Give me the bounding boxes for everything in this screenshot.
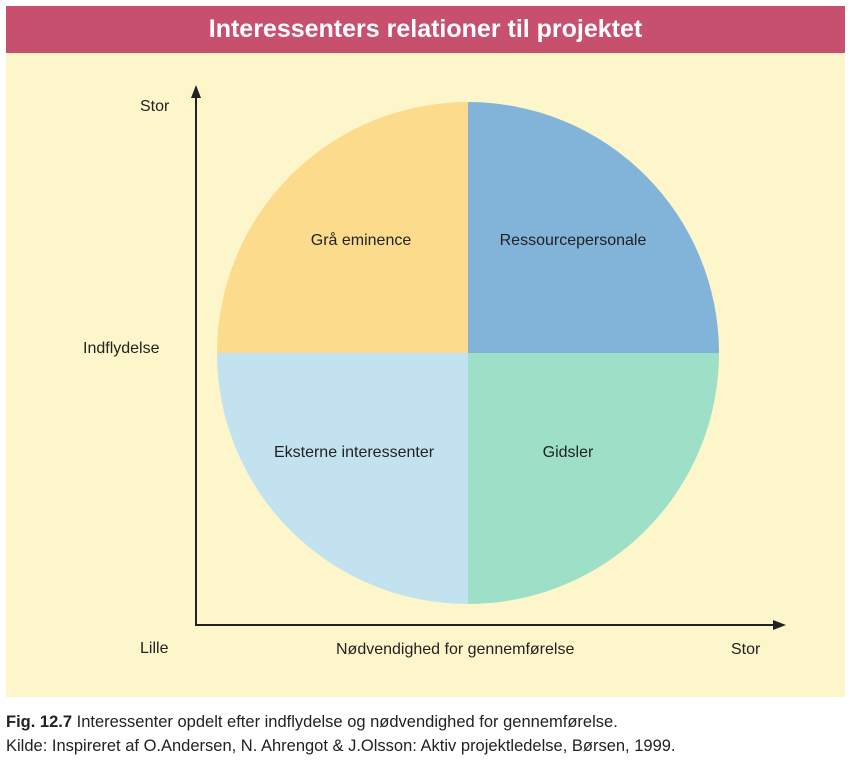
figure-number: Fig. 12.7 bbox=[6, 713, 73, 731]
diagram-title: Interessenters relationer til projektet bbox=[6, 6, 845, 53]
figure-source: Kilde: Inspireret af O.Andersen, N. Ahre… bbox=[6, 737, 676, 755]
quadrant-bottom-left bbox=[217, 353, 468, 604]
diagram-panel: Stor Indflydelse Lille Nødvendighed for … bbox=[6, 53, 845, 697]
x-axis-label: Nødvendighed for gennemførelse bbox=[336, 641, 575, 658]
quadrant-top-right bbox=[468, 102, 719, 353]
y-axis-high-label: Stor bbox=[140, 98, 170, 115]
figure-caption: Fig. 12.7 Interessenter opdelt efter ind… bbox=[6, 710, 676, 758]
quadrant-label-top-left: Grå eminence bbox=[310, 232, 412, 249]
figure-description: Interessenter opdelt efter indflydelse o… bbox=[72, 713, 618, 731]
quadrant-label-bottom-left: Eksterne interessenter bbox=[273, 444, 435, 461]
quadrant-bottom-right bbox=[468, 353, 719, 604]
y-axis-label: Indflydelse bbox=[83, 340, 160, 357]
quadrant-label-top-right: Ressourcepersonale bbox=[499, 232, 647, 249]
y-axis-arrow bbox=[191, 85, 201, 98]
x-axis-arrow bbox=[773, 620, 786, 630]
x-axis-high-label: Stor bbox=[731, 641, 761, 658]
quadrant-label-bottom-right: Gidsler bbox=[542, 444, 594, 461]
y-axis-low-label: Lille bbox=[140, 640, 169, 657]
stakeholder-diagram bbox=[191, 85, 786, 630]
quadrant-top-left bbox=[217, 102, 468, 353]
